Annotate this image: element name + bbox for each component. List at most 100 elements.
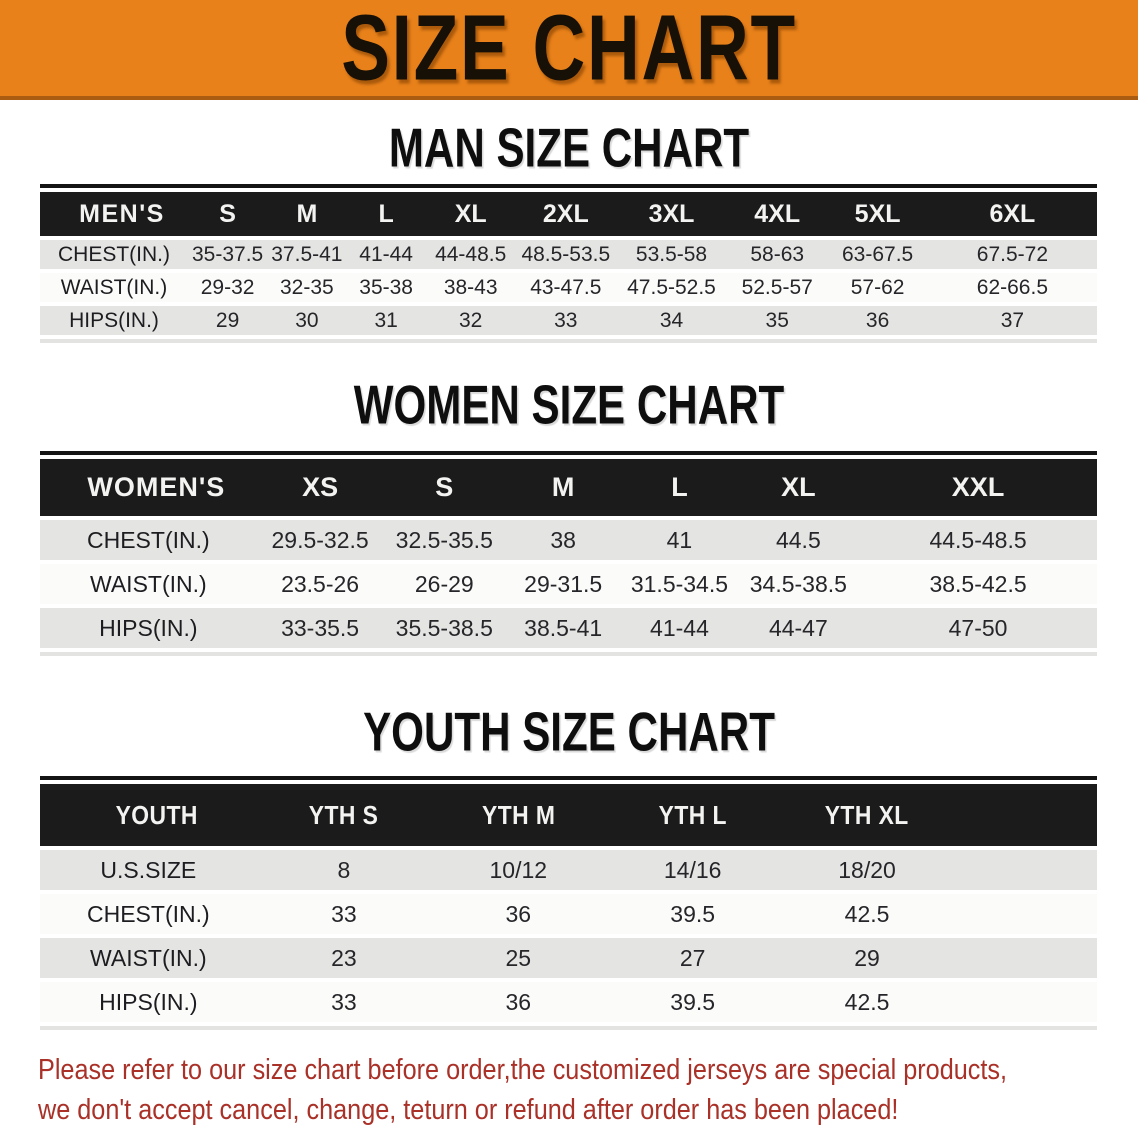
cell-filler: [954, 850, 1097, 890]
women-corner-label: WOMEN'S: [40, 459, 257, 516]
size-cell: 26-29: [383, 564, 506, 604]
footnote: Please refer to our size chart before or…: [38, 1050, 1138, 1130]
men-heading-text: MAN SIZE CHART: [388, 117, 750, 179]
size-cell: 18/20: [779, 850, 955, 890]
women-heading-text: WOMEN SIZE CHART: [353, 374, 785, 436]
size-cell: 37.5-41: [267, 240, 347, 269]
size-cell: 27: [605, 938, 780, 978]
youth-heading-text: YOUTH SIZE CHART: [363, 701, 775, 763]
size-cell: 41-44: [621, 608, 738, 648]
size-col-header: YTH L: [605, 784, 780, 846]
size-cell: 41: [621, 520, 738, 560]
size-cell: 44.5: [737, 520, 860, 560]
size-cell: 29-31.5: [505, 564, 622, 604]
row-label: CHEST(IN.): [40, 894, 257, 934]
size-cell: 23.5-26: [256, 564, 384, 604]
size-col-header: XL: [737, 459, 860, 516]
size-cell: 34: [616, 306, 727, 335]
youth-header-row: YOUTH YTH S YTH M YTH L YTH XL: [40, 784, 1097, 846]
size-cell: 38: [505, 520, 622, 560]
size-cell: 10/12: [431, 850, 606, 890]
men-waist-row: WAIST(IN.) 29-32 32-35 35-38 38-43 43-47…: [40, 273, 1097, 302]
size-col-header: 4XL: [727, 192, 828, 236]
size-cell: 35-38: [346, 273, 426, 302]
size-col-header: YTH S: [256, 784, 432, 846]
size-cell: 31: [346, 306, 426, 335]
size-cell: 33: [256, 982, 432, 1022]
cell-filler: [954, 938, 1097, 978]
size-cell: 35.5-38.5: [383, 608, 506, 648]
header-filler: [954, 784, 1097, 846]
women-size-table: WOMEN'S XS S M L XL XXL CHEST(IN.) 29.5-…: [40, 451, 1097, 656]
size-cell: 23: [256, 938, 432, 978]
row-label: CHEST(IN.): [40, 520, 257, 560]
size-cell: 29: [187, 306, 268, 335]
size-cell: 33-35.5: [256, 608, 384, 648]
youth-waist-row: WAIST(IN.) 23 25 27 29: [40, 938, 1097, 978]
size-cell: 63-67.5: [827, 240, 928, 269]
size-cell: 53.5-58: [616, 240, 727, 269]
size-col-header: YTH XL: [779, 784, 955, 846]
cell-filler: [954, 982, 1097, 1022]
size-cell: 62-66.5: [927, 273, 1097, 302]
row-label: WAIST(IN.): [40, 564, 257, 604]
size-cell: 57-62: [827, 273, 928, 302]
banner: SIZE CHART: [0, 0, 1138, 100]
size-col-header: L: [621, 459, 738, 516]
size-cell: 38.5-41: [505, 608, 622, 648]
row-label: WAIST(IN.): [40, 273, 188, 302]
size-cell: 8: [256, 850, 432, 890]
women-section-heading: WOMEN SIZE CHART: [0, 374, 1138, 436]
youth-chest-row: CHEST(IN.) 33 36 39.5 42.5: [40, 894, 1097, 934]
table-top-rule: [40, 451, 1097, 455]
youth-corner-label: YOUTH: [40, 784, 257, 846]
size-cell: 38.5-42.5: [859, 564, 1097, 604]
size-cell: 44-47: [737, 608, 860, 648]
size-cell: 14/16: [605, 850, 780, 890]
size-cell: 67.5-72: [927, 240, 1097, 269]
size-cell: 36: [431, 982, 606, 1022]
men-corner-label: MEN'S: [40, 192, 188, 236]
size-cell: 44.5-48.5: [859, 520, 1097, 560]
row-label: HIPS(IN.): [40, 306, 188, 335]
women-waist-row: WAIST(IN.) 23.5-26 26-29 29-31.5 31.5-34…: [40, 564, 1097, 604]
size-col-header: XXL: [859, 459, 1097, 516]
size-col-header: 5XL: [827, 192, 928, 236]
size-col-header: XL: [425, 192, 516, 236]
table-top-rule: [40, 184, 1097, 188]
size-cell: 48.5-53.5: [515, 240, 617, 269]
size-cell: 32.5-35.5: [383, 520, 506, 560]
size-col-header: M: [267, 192, 347, 236]
table-bottom-rule: [40, 339, 1097, 343]
men-size-table: MEN'S S M L XL 2XL 3XL 4XL 5XL 6XL CHEST…: [40, 184, 1097, 343]
size-col-header: YTH M: [431, 784, 606, 846]
size-cell: 36: [431, 894, 606, 934]
size-cell: 52.5-57: [727, 273, 828, 302]
size-cell: 35: [727, 306, 828, 335]
size-cell: 43-47.5: [515, 273, 617, 302]
size-cell: 39.5: [605, 894, 780, 934]
size-cell: 33: [256, 894, 432, 934]
size-col-header: XS: [256, 459, 384, 516]
footnote-line2: we don't accept cancel, change, teturn o…: [38, 1094, 899, 1126]
size-cell: 36: [827, 306, 928, 335]
youth-ussize-row: U.S.SIZE 8 10/12 14/16 18/20: [40, 850, 1097, 890]
women-header-row: WOMEN'S XS S M L XL XXL: [40, 459, 1097, 516]
footnote-line1: Please refer to our size chart before or…: [38, 1054, 1008, 1086]
youth-section: YOUTH SIZE CHART YOUTH YTH S YTH M YTH L…: [0, 701, 1138, 1030]
row-label: WAIST(IN.): [40, 938, 257, 978]
size-col-header: 2XL: [515, 192, 617, 236]
size-cell: 25: [431, 938, 606, 978]
table-bottom-rule: [40, 652, 1097, 656]
size-col-header: S: [383, 459, 506, 516]
men-header-row: MEN'S S M L XL 2XL 3XL 4XL 5XL 6XL: [40, 192, 1097, 236]
women-hips-row: HIPS(IN.) 33-35.5 35.5-38.5 38.5-41 41-4…: [40, 608, 1097, 648]
cell-filler: [954, 894, 1097, 934]
size-col-header: 6XL: [927, 192, 1097, 236]
page-title: SIZE CHART: [341, 0, 797, 100]
table-top-rule: [40, 776, 1097, 780]
size-cell: 30: [267, 306, 347, 335]
men-hips-row: HIPS(IN.) 29 30 31 32 33 34 35 36 37: [40, 306, 1097, 335]
size-col-header: 3XL: [616, 192, 727, 236]
size-cell: 47.5-52.5: [616, 273, 727, 302]
